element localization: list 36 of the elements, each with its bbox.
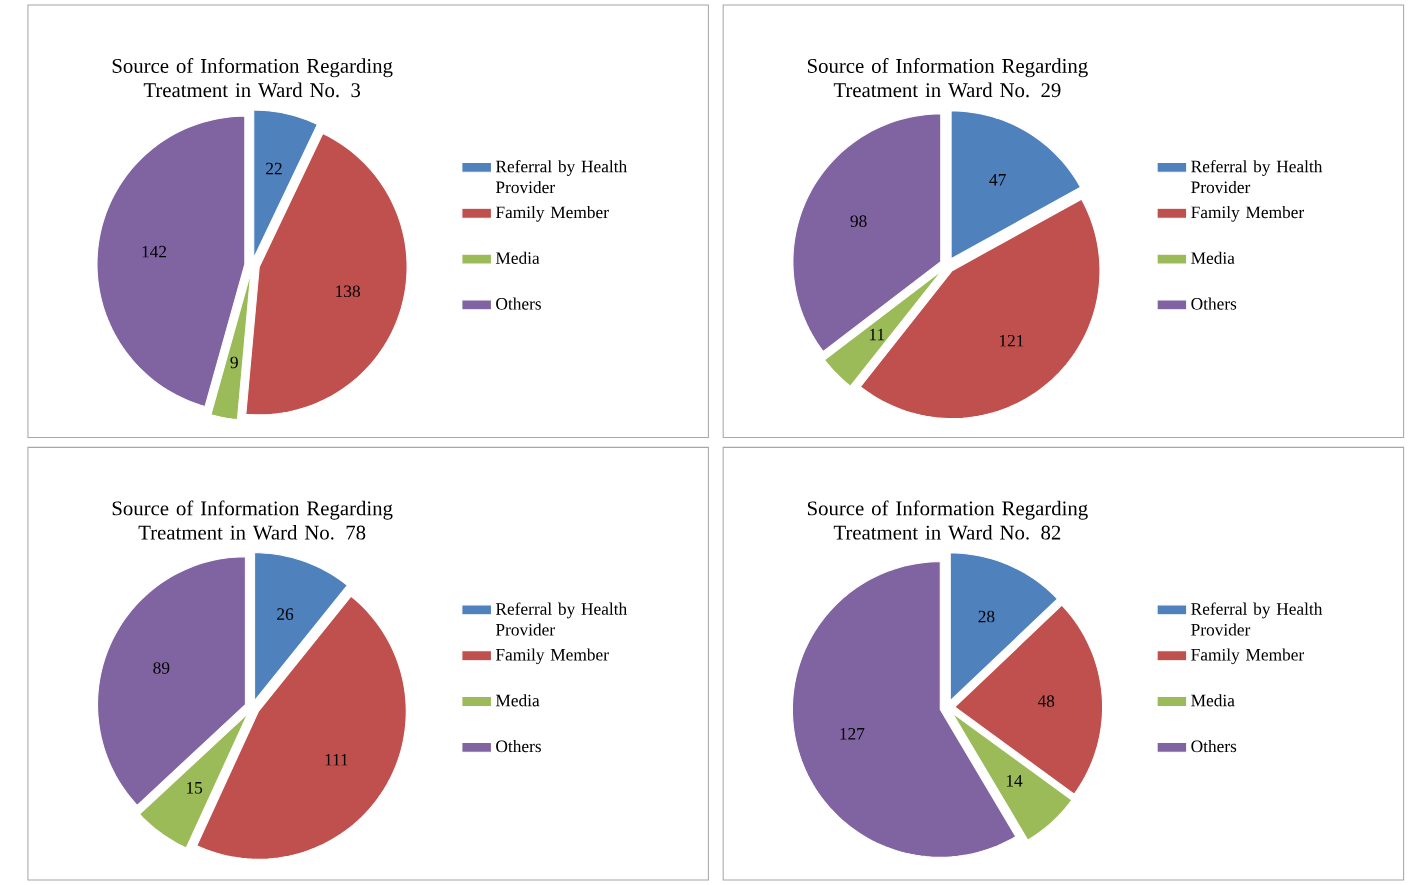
data-label: 22 [266,162,282,175]
legend-label: Referral by Health Provider [495,160,627,194]
chart-title: Source of Information Regarding Treatment in Ward No. 82 [807,500,1088,540]
legend-label: Referral by Health Provider [1191,160,1323,194]
chart-title: Source of Information Regarding Treatment in Ward No. 29 [807,58,1088,98]
data-label: 11 [869,328,885,341]
data-label: 26 [277,608,294,620]
data-label: 121 [999,334,1024,347]
chart-title: Source of Information Regarding Treatment in Ward No. 3 [112,58,393,98]
legend-label: Media [495,694,540,707]
legend-label: Others [1191,740,1237,753]
data-label: 98 [850,215,867,228]
data-label: 47 [989,174,1006,186]
legend-label: Family Member [495,648,609,665]
legend-label: Others [1191,297,1237,310]
legend-label: Referral by Health Provider [1191,602,1323,636]
legend-label: Family Member [495,205,609,222]
data-label: 48 [1037,695,1055,707]
data-label: 138 [336,285,360,298]
legend-label: Media [1191,694,1235,707]
data-label: 142 [142,245,167,258]
legend-label: Others [496,740,541,753]
legend-label: Others [496,297,541,310]
data-label: 15 [187,782,203,794]
legend-label: Family Member [1191,648,1305,665]
data-label: 89 [153,662,170,674]
legend-label: Media [1191,251,1235,264]
legend-label: Media [495,251,540,264]
data-label: 111 [325,753,348,766]
legend-label: Family Member [1191,205,1305,222]
data-label: 127 [840,728,865,740]
data-label: 14 [1006,775,1023,787]
chart-title: Source of Information Regarding Treatment in Ward No. 78 [112,500,393,540]
legend-label: Referral by Health Provider [495,602,627,636]
data-label: 9 [230,356,238,369]
data-label: 28 [978,610,995,623]
